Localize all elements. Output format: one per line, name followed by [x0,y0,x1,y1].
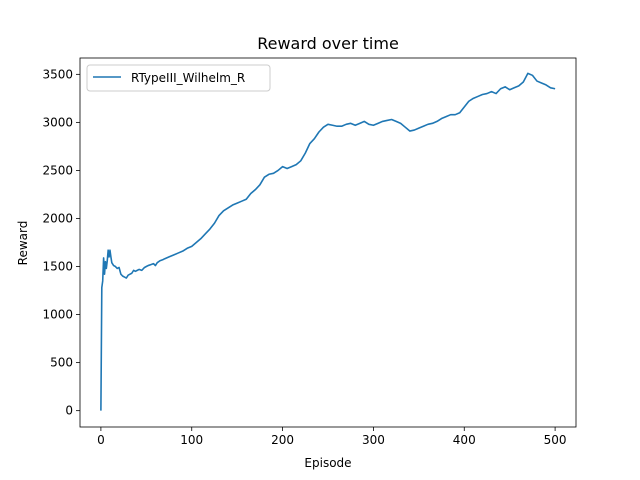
x-tick-label: 300 [362,433,385,447]
y-tick-label: 3000 [42,115,73,129]
series-line-rtypeiii-wilhelm-r [100,72,556,411]
y-tick-label: 2500 [42,163,73,177]
x-tick-label: 0 [97,433,105,447]
chart-title: Reward over time [257,34,399,53]
x-tick-label: 200 [271,433,294,447]
plot-area [79,57,577,428]
x-tick-label: 500 [544,433,567,447]
y-axis-label: Reward [16,221,30,266]
x-axis-ticks: 0 100 200 300 400 500 [97,427,567,447]
y-tick-label: 500 [50,356,73,370]
y-tick-label: 3500 [42,67,73,81]
legend-entry-label: RTypeIII_Wilhelm_R [131,71,245,85]
y-tick-label: 0 [65,404,73,418]
x-tick-label: 400 [453,433,476,447]
legend: RTypeIII_Wilhelm_R [86,64,271,92]
y-tick-label: 2000 [42,211,73,225]
y-tick-label: 1500 [42,260,73,274]
y-axis-ticks: 0 500 1000 1500 2000 2500 3000 3500 [42,67,80,418]
x-axis-label: Episode [304,456,351,470]
x-tick-label: 100 [180,433,203,447]
y-tick-label: 1000 [42,308,73,322]
legend-box [86,64,271,92]
axes-frame [79,57,577,428]
